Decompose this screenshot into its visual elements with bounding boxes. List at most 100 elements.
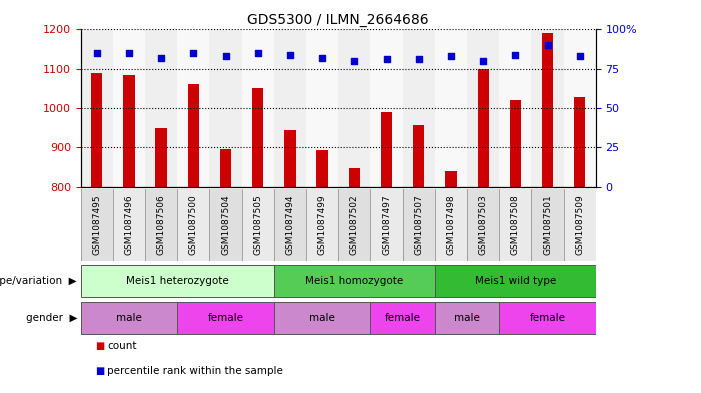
Bar: [402, 29, 435, 187]
Bar: [339, 29, 370, 187]
Point: [123, 50, 135, 56]
Bar: [348, 168, 360, 187]
Text: Meis1 wild type: Meis1 wild type: [475, 276, 556, 286]
Bar: [499, 303, 596, 334]
Text: Meis1 heterozygote: Meis1 heterozygote: [126, 276, 229, 286]
Bar: [274, 265, 435, 297]
Bar: [564, 29, 596, 187]
Bar: [81, 189, 113, 261]
Bar: [370, 303, 435, 334]
Bar: [81, 189, 596, 261]
Bar: [564, 189, 596, 261]
Text: female: female: [207, 313, 243, 323]
Point: [574, 53, 585, 59]
Bar: [435, 189, 467, 261]
Bar: [381, 112, 392, 187]
Bar: [477, 69, 489, 187]
Text: GSM1087501: GSM1087501: [543, 195, 552, 255]
Bar: [156, 128, 167, 187]
Bar: [242, 29, 274, 187]
Bar: [574, 97, 585, 187]
Bar: [81, 265, 274, 297]
Bar: [467, 189, 499, 261]
Text: genotype/variation  ▶: genotype/variation ▶: [0, 276, 77, 286]
Text: GSM1087504: GSM1087504: [221, 195, 230, 255]
Text: GSM1087498: GSM1087498: [447, 195, 456, 255]
Bar: [339, 189, 370, 261]
Bar: [413, 125, 424, 187]
Bar: [467, 29, 499, 187]
Bar: [402, 189, 435, 261]
Text: gender  ▶: gender ▶: [26, 313, 77, 323]
Point: [477, 58, 489, 64]
Point: [542, 42, 553, 48]
Bar: [113, 29, 145, 187]
Point: [317, 55, 328, 61]
Text: male: male: [116, 313, 142, 323]
Text: ■: ■: [95, 341, 104, 351]
Bar: [285, 130, 296, 187]
Text: female: female: [529, 313, 566, 323]
Bar: [145, 189, 177, 261]
Bar: [242, 189, 274, 261]
Bar: [123, 75, 135, 187]
Point: [91, 50, 102, 56]
Bar: [177, 29, 210, 187]
Bar: [316, 150, 328, 187]
Point: [445, 53, 456, 59]
Bar: [370, 29, 402, 187]
Point: [188, 50, 199, 56]
Bar: [274, 29, 306, 187]
Text: GSM1087496: GSM1087496: [124, 195, 133, 255]
Bar: [306, 29, 339, 187]
Bar: [274, 189, 306, 261]
Bar: [81, 29, 113, 187]
Bar: [220, 149, 231, 187]
Point: [348, 58, 360, 64]
Text: GSM1087508: GSM1087508: [511, 195, 520, 255]
Bar: [370, 189, 402, 261]
Text: GSM1087497: GSM1087497: [382, 195, 391, 255]
Bar: [113, 189, 145, 261]
Bar: [542, 33, 553, 187]
Point: [413, 56, 424, 62]
Bar: [274, 303, 370, 334]
Text: female: female: [385, 313, 421, 323]
Text: GSM1087494: GSM1087494: [285, 195, 294, 255]
Text: ■: ■: [95, 366, 104, 376]
Bar: [177, 189, 210, 261]
Bar: [435, 265, 596, 297]
Point: [252, 50, 264, 56]
Bar: [210, 189, 242, 261]
Text: count: count: [107, 341, 137, 351]
Text: GSM1087502: GSM1087502: [350, 195, 359, 255]
Bar: [306, 189, 339, 261]
Text: GSM1087500: GSM1087500: [189, 195, 198, 255]
Text: percentile rank within the sample: percentile rank within the sample: [107, 366, 283, 376]
Bar: [188, 84, 199, 187]
Text: male: male: [454, 313, 480, 323]
Bar: [435, 29, 467, 187]
Point: [220, 53, 231, 59]
Bar: [210, 29, 242, 187]
Bar: [252, 88, 264, 187]
Bar: [81, 303, 177, 334]
Text: GSM1087507: GSM1087507: [414, 195, 423, 255]
Bar: [499, 189, 531, 261]
Bar: [445, 171, 456, 187]
Bar: [91, 73, 102, 187]
Point: [156, 55, 167, 61]
Bar: [499, 29, 531, 187]
Point: [285, 51, 296, 58]
Bar: [435, 303, 499, 334]
Text: GSM1087499: GSM1087499: [318, 195, 327, 255]
Text: GSM1087503: GSM1087503: [479, 195, 488, 255]
Bar: [531, 29, 564, 187]
Text: GSM1087509: GSM1087509: [576, 195, 584, 255]
Point: [381, 56, 392, 62]
Text: Meis1 homozygote: Meis1 homozygote: [305, 276, 404, 286]
Text: GSM1087506: GSM1087506: [156, 195, 165, 255]
Point: [510, 51, 521, 58]
Bar: [177, 303, 274, 334]
Bar: [145, 29, 177, 187]
